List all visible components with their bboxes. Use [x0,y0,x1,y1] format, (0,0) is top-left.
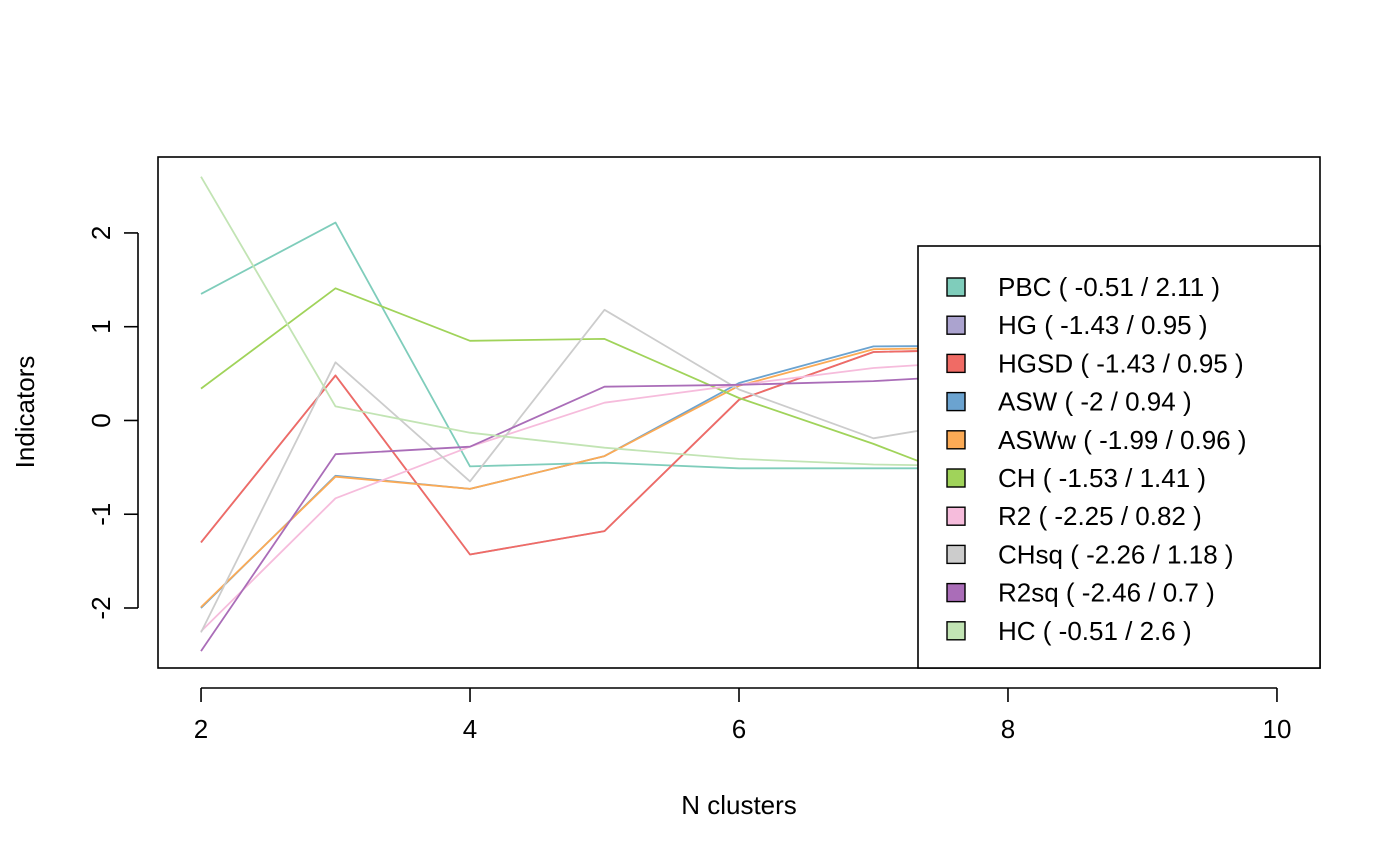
legend-label-3: ASW ( -2 / 0.94 ) [998,387,1192,417]
y-tick-label: 2 [86,226,116,240]
legend-swatch-5 [946,468,966,488]
legend-label-0: PBC ( -0.51 / 2.11 ) [998,272,1220,302]
legend-label-9: HC ( -0.51 / 2.6 ) [998,616,1192,646]
legend-label-6: R2 ( -2.25 / 0.82 ) [998,501,1202,531]
legend-box [917,245,1321,669]
x-tick-label: 8 [1001,714,1015,744]
legend-label-7: CHsq ( -2.26 / 1.18 ) [998,539,1234,569]
axes: 2 4 6 8 10 -2 -1 0 1 2 [86,226,1291,744]
x-axis-title: N clusters [681,790,797,820]
legend-label-5: CH ( -1.53 / 1.41 ) [998,463,1206,493]
legend-swatch-6 [946,506,966,526]
legend-label-8: R2sq ( -2.46 / 0.7 ) [998,578,1215,608]
legend-swatch-9 [946,621,966,641]
y-tick-label: 1 [86,319,116,333]
legend-label-1: HG ( -1.43 / 0.95 ) [998,310,1208,340]
legend-swatch-3 [946,391,966,412]
x-tick-label: 2 [194,714,208,744]
legend-label-4: ASWw ( -1.99 / 0.96 ) [998,425,1247,455]
y-tick-label: -1 [86,503,116,526]
legend: PBC ( -0.51 / 2.11 ) HG ( -1.43 / 0.95 ) H… [917,245,1321,669]
legend-swatch-0 [946,277,966,297]
legend-label-2: HGSD ( -1.43 / 0.95 ) [998,348,1244,378]
x-tick-label: 6 [732,714,746,744]
y-axis-title: Indicators [10,356,40,469]
x-tick-label: 10 [1263,714,1292,744]
legend-swatch-2 [946,353,966,374]
x-tick-label: 4 [463,714,477,744]
legend-swatch-7 [946,544,966,565]
legend-swatch-4 [946,430,966,450]
legend-swatch-1 [946,315,966,335]
legend-swatch-8 [946,582,966,603]
y-tick-label: -2 [86,596,116,619]
y-tick-label: 0 [86,413,116,427]
